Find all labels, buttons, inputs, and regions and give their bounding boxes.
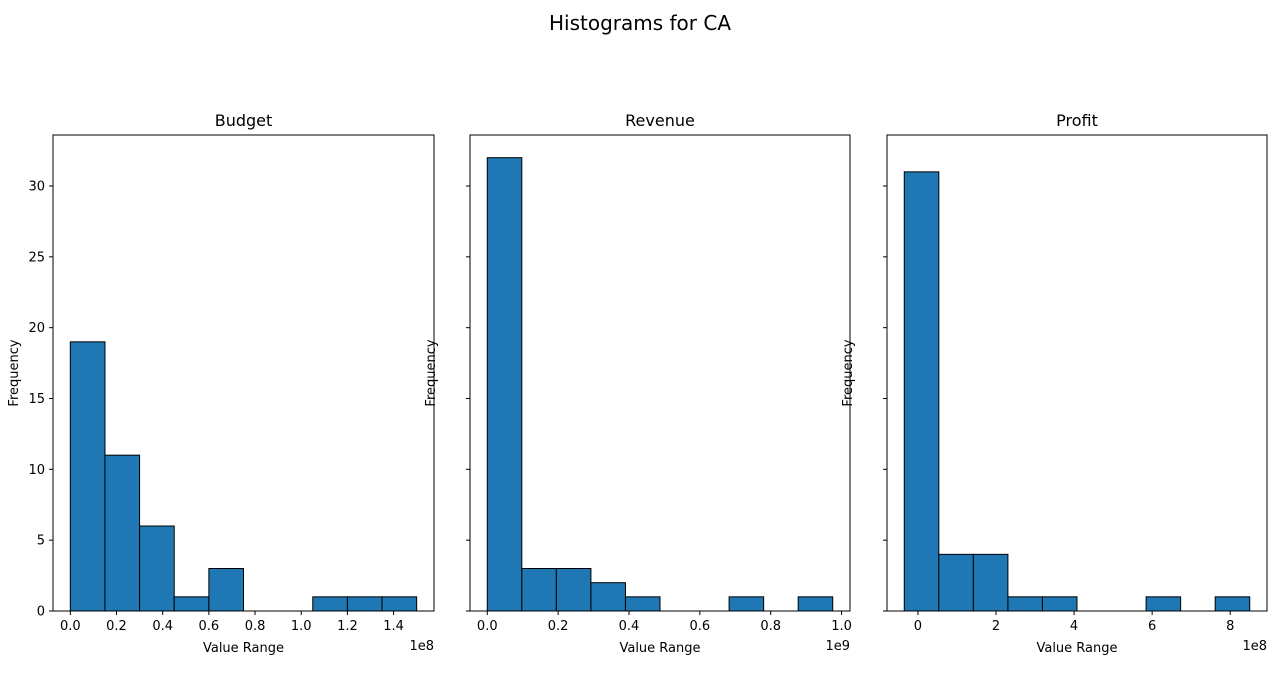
x-axis-label: Value Range [1036,641,1117,656]
histogram-bar [104,454,141,612]
histogram-bar [1214,596,1251,612]
x-tick-label: 1.4 [383,619,404,634]
x-tick-label: 0.6 [690,619,711,634]
x-tick-label: 1.0 [831,619,852,634]
histogram-bar [521,568,557,612]
y-tick-label: 20 [28,321,45,336]
x-tick-label: 6 [1148,619,1156,634]
histogram-bar [938,553,974,612]
histogram-bar [139,525,175,612]
x-tick-label: 1.2 [337,619,358,634]
x-tick-label: 0.4 [619,619,640,634]
panel-budget: 0.0 0.2 0.4 0.6 0.8 1.0 1.2 1.4 0 5 10 15 20 25 30 Budg… [7,111,435,656]
axes-frame [469,134,851,612]
y-axis-label: Frequency [424,339,439,406]
x-tick-label: 0.4 [152,619,173,634]
axis-offset-label: 1e8 [409,639,434,654]
y-tick-label: 10 [28,463,45,478]
axes-frame [886,134,1268,612]
x-tick-label: 0.0 [60,619,81,634]
x-axis-label: Value Range [619,641,700,656]
y-tick-label: 0 [37,605,45,620]
axes-frame [52,134,435,612]
histogram-bar [1007,596,1043,612]
histogram-panels: 0.0 0.2 0.4 0.6 0.8 1.0 1.2 1.4051015202530Budg… [7,111,1268,656]
x-tick-label: 0.8 [760,619,781,634]
x-tick-label: 0.2 [548,619,569,634]
panel-title: Revenue [625,111,695,130]
figure-title: Histograms for CA [549,11,731,35]
axis-offset-label: 1e8 [1242,639,1267,654]
histogram-bar [555,568,592,612]
histogram-bar [624,596,661,612]
x-tick-label: 1.0 [291,619,312,634]
x-tick-label: 0.6 [199,619,220,634]
histogram-bar [208,568,244,612]
histogram-bar [1041,596,1078,612]
x-tick-label: 2 [992,619,1000,634]
histogram-bar [173,596,210,612]
histogram-bar [346,596,383,612]
axis-offset-label: 1e9 [825,639,850,654]
x-tick-label: 0.2 [106,619,127,634]
panel-revenue: 0.0 0.2 0.4 0.6 0.8 1.0 Revenue Value Range Freq… [424,111,852,656]
y-tick-label: 5 [37,534,45,549]
histogram-bar [797,596,834,612]
x-tick-label: 0.0 [477,619,498,634]
x-tick-label: 0 [914,619,922,634]
y-axis-label: Frequency [841,339,856,406]
histogram-bar [1145,596,1182,612]
histogram-bar [486,157,523,612]
histogram-bar [903,171,940,612]
y-tick-label: 15 [28,392,45,407]
histogram-bar [972,553,1009,612]
x-axis-label: Value Range [203,641,284,656]
x-tick-label: 0.8 [245,619,266,634]
x-tick-label: 4 [1070,619,1078,634]
histogram-bar [312,596,348,612]
y-tick-label: 30 [28,180,45,195]
y-tick-label: 25 [28,250,45,265]
histogram-bar [381,596,418,612]
histogram-bar [69,341,106,612]
y-axis-label: Frequency [7,339,22,406]
histogram-bar [590,582,626,612]
x-tick-label: 8 [1226,619,1234,634]
panel-profit: 0 2 4 6 8 Profit Value Range Frequency 1e8 [841,111,1268,656]
panel-title: Profit [1056,111,1098,130]
histogram-bar [728,596,765,612]
panel-title: Budget [215,111,273,130]
